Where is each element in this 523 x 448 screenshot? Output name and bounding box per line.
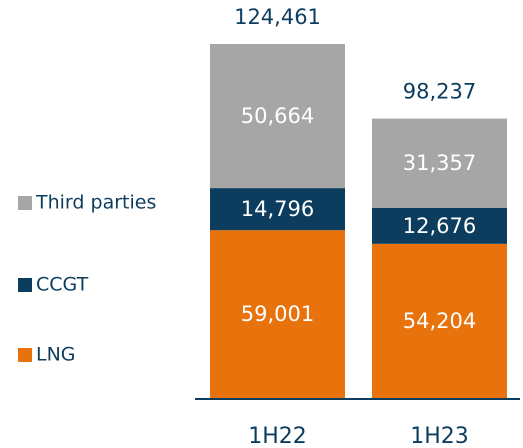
x-tick-label: 1H22 xyxy=(248,424,307,448)
bar-segment xyxy=(210,44,345,189)
legend-swatch xyxy=(18,278,32,292)
value-label: 14,796 xyxy=(241,197,314,221)
bar-segment xyxy=(210,230,345,398)
bar-segment xyxy=(210,188,345,231)
legend-swatch xyxy=(18,348,32,362)
value-label: 50,664 xyxy=(241,104,314,128)
x-tick-label: 1H23 xyxy=(410,424,469,448)
legend-swatch xyxy=(18,196,32,210)
legend-label: CCGT xyxy=(36,274,89,296)
value-label: 12,676 xyxy=(403,214,476,238)
value-label: 54,204 xyxy=(403,309,476,333)
bar-segment xyxy=(372,207,507,244)
bar-segment xyxy=(372,243,507,398)
value-label: 31,357 xyxy=(403,151,476,175)
bar-segment xyxy=(372,118,507,208)
total-label: 98,237 xyxy=(403,80,476,104)
legend-label: Third parties xyxy=(35,192,156,214)
value-label: 59,001 xyxy=(241,302,314,326)
legend-label: LNG xyxy=(36,344,76,366)
total-label: 124,461 xyxy=(234,5,321,29)
